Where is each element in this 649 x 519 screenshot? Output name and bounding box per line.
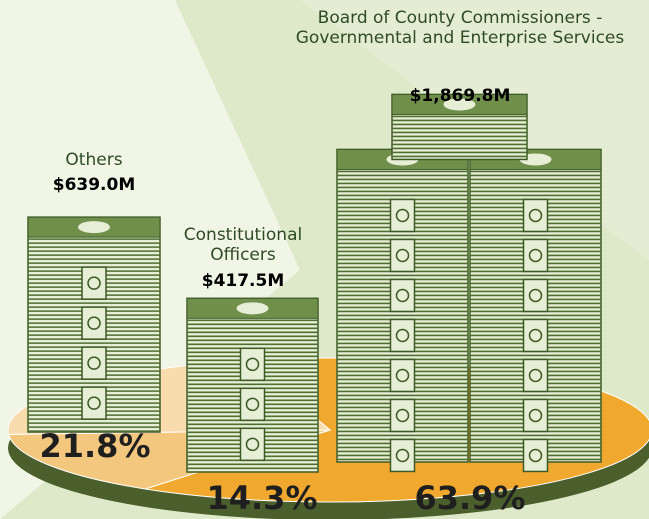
bill-portrait: [78, 221, 110, 233]
band: [524, 359, 548, 391]
band: [391, 439, 415, 471]
band: [241, 388, 265, 420]
band: [82, 307, 106, 339]
bill-portrait: [237, 302, 269, 314]
chart: 21.8% 14.3% 63.9%: [0, 0, 649, 519]
band: [391, 239, 415, 271]
band: [524, 319, 548, 351]
amount-label: $1,869.8M: [340, 86, 580, 106]
band: [82, 347, 106, 379]
band: [391, 359, 415, 391]
band: [391, 399, 415, 431]
band: [391, 199, 415, 231]
band: [82, 267, 106, 299]
percent-label: 63.9%: [414, 479, 525, 517]
band: [524, 439, 548, 471]
band: [391, 279, 415, 311]
band: [524, 239, 548, 271]
money-stack: [470, 149, 601, 471]
amount-label: $417.5M: [168, 271, 318, 291]
band: [241, 428, 265, 460]
band: [524, 199, 548, 231]
category-label: Constitutional Officers: [168, 225, 318, 265]
money-stack: [337, 149, 468, 471]
category-label: Board of County Commissioners - Governme…: [282, 8, 638, 48]
money-stack: [28, 217, 160, 432]
band: [82, 387, 106, 419]
category-label: Others: [24, 150, 164, 170]
percent-label: 21.8%: [39, 427, 150, 465]
amount-label: $639.0M: [24, 175, 164, 195]
band: [524, 399, 548, 431]
band: [241, 348, 265, 380]
percent-label: 14.3%: [206, 479, 317, 517]
infographic: 21.8% 14.3% 63.9% Others $639.0M Constitut…: [0, 0, 649, 519]
band: [391, 319, 415, 351]
money-stack: [187, 298, 318, 472]
band: [524, 279, 548, 311]
